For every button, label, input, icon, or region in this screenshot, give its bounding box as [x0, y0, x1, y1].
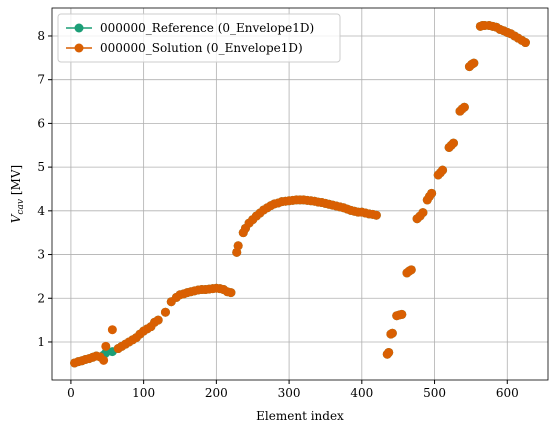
point	[226, 288, 236, 298]
x-tick-label: 300	[278, 386, 301, 400]
x-tick-label: 600	[496, 386, 519, 400]
x-axis-label: Element index	[256, 409, 344, 423]
y-tick-label: 5	[37, 160, 45, 174]
legend-marker	[74, 43, 84, 53]
x-tick-label: 100	[132, 386, 155, 400]
y-tick-label: 6	[37, 116, 45, 130]
point	[153, 315, 163, 325]
point	[438, 165, 448, 175]
point	[107, 325, 117, 335]
point	[406, 265, 416, 275]
y-tick-label: 7	[37, 73, 45, 87]
point	[384, 347, 394, 357]
y-tick-label: 2	[37, 291, 45, 305]
y-label-symbol: V	[9, 213, 23, 223]
point	[427, 188, 437, 198]
y-tick-label: 4	[37, 204, 45, 218]
plot-frame	[51, 7, 549, 381]
point	[448, 138, 458, 148]
point	[101, 341, 111, 351]
legend: 000000_Reference (0_Envelope1D) 000000_So…	[57, 13, 341, 63]
point	[469, 58, 479, 68]
x-tick-label: 0	[67, 386, 75, 400]
point	[233, 241, 243, 251]
point	[371, 210, 381, 220]
point	[99, 355, 109, 365]
y-label-subscript: cav	[16, 199, 26, 215]
x-tick-label: 400	[350, 386, 373, 400]
x-tick-label: 500	[423, 386, 446, 400]
point	[520, 38, 530, 48]
legend-label: 000000_Solution (0_Envelope1D)	[100, 41, 303, 55]
legend-marker	[74, 23, 84, 33]
point	[387, 328, 397, 338]
y-tick-label: 3	[37, 248, 45, 262]
x-tick-label: 200	[205, 386, 228, 400]
y-axis-label: Vcav [MV]	[9, 165, 26, 224]
point	[418, 208, 428, 218]
point	[160, 307, 170, 317]
legend-label: 000000_Reference (0_Envelope1D)	[100, 21, 314, 35]
y-tick-label: 8	[37, 29, 45, 43]
y-tick-label: 1	[37, 335, 45, 349]
point	[459, 102, 469, 112]
y-label-unit: [MV]	[9, 165, 23, 195]
legend-frame	[57, 13, 341, 63]
point	[397, 309, 407, 319]
